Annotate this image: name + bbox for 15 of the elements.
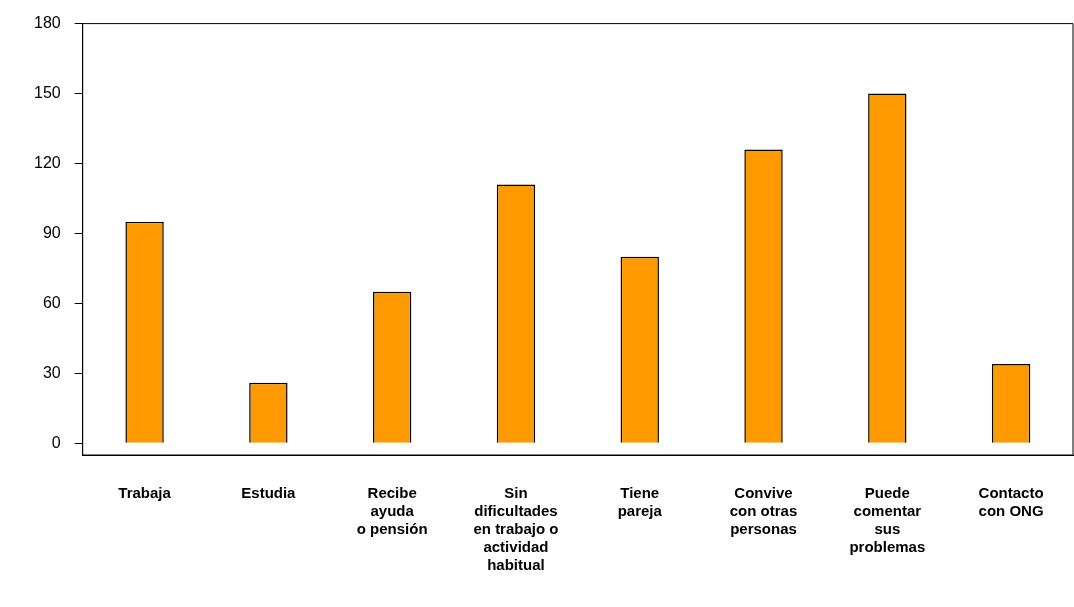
x-tick-label: Convive con otras personas [729, 484, 798, 538]
y-tick-label: 30 [42, 363, 61, 381]
x-tick-label: Puede comentar sus problemas [849, 484, 926, 556]
y-tick-label: 0 [51, 433, 61, 451]
y-tick-label: 180 [33, 14, 61, 32]
x-tick-label: Sin dificultades en trabajo o actividad habitual [473, 484, 559, 574]
y-tick-label: 150 [33, 83, 61, 101]
y-tick-label: 90 [42, 223, 61, 241]
y-tick-label: 60 [42, 293, 61, 311]
x-tick-label: Trabaja [118, 484, 172, 502]
x-tick-label: Recibe ayuda o pensión [356, 484, 428, 538]
x-tick-label: Estudia [241, 484, 297, 502]
y-tick-label: 120 [33, 153, 61, 171]
x-tick-label: Contacto con ONG [978, 484, 1044, 520]
x-tick-label: Tiene pareja [617, 484, 663, 520]
